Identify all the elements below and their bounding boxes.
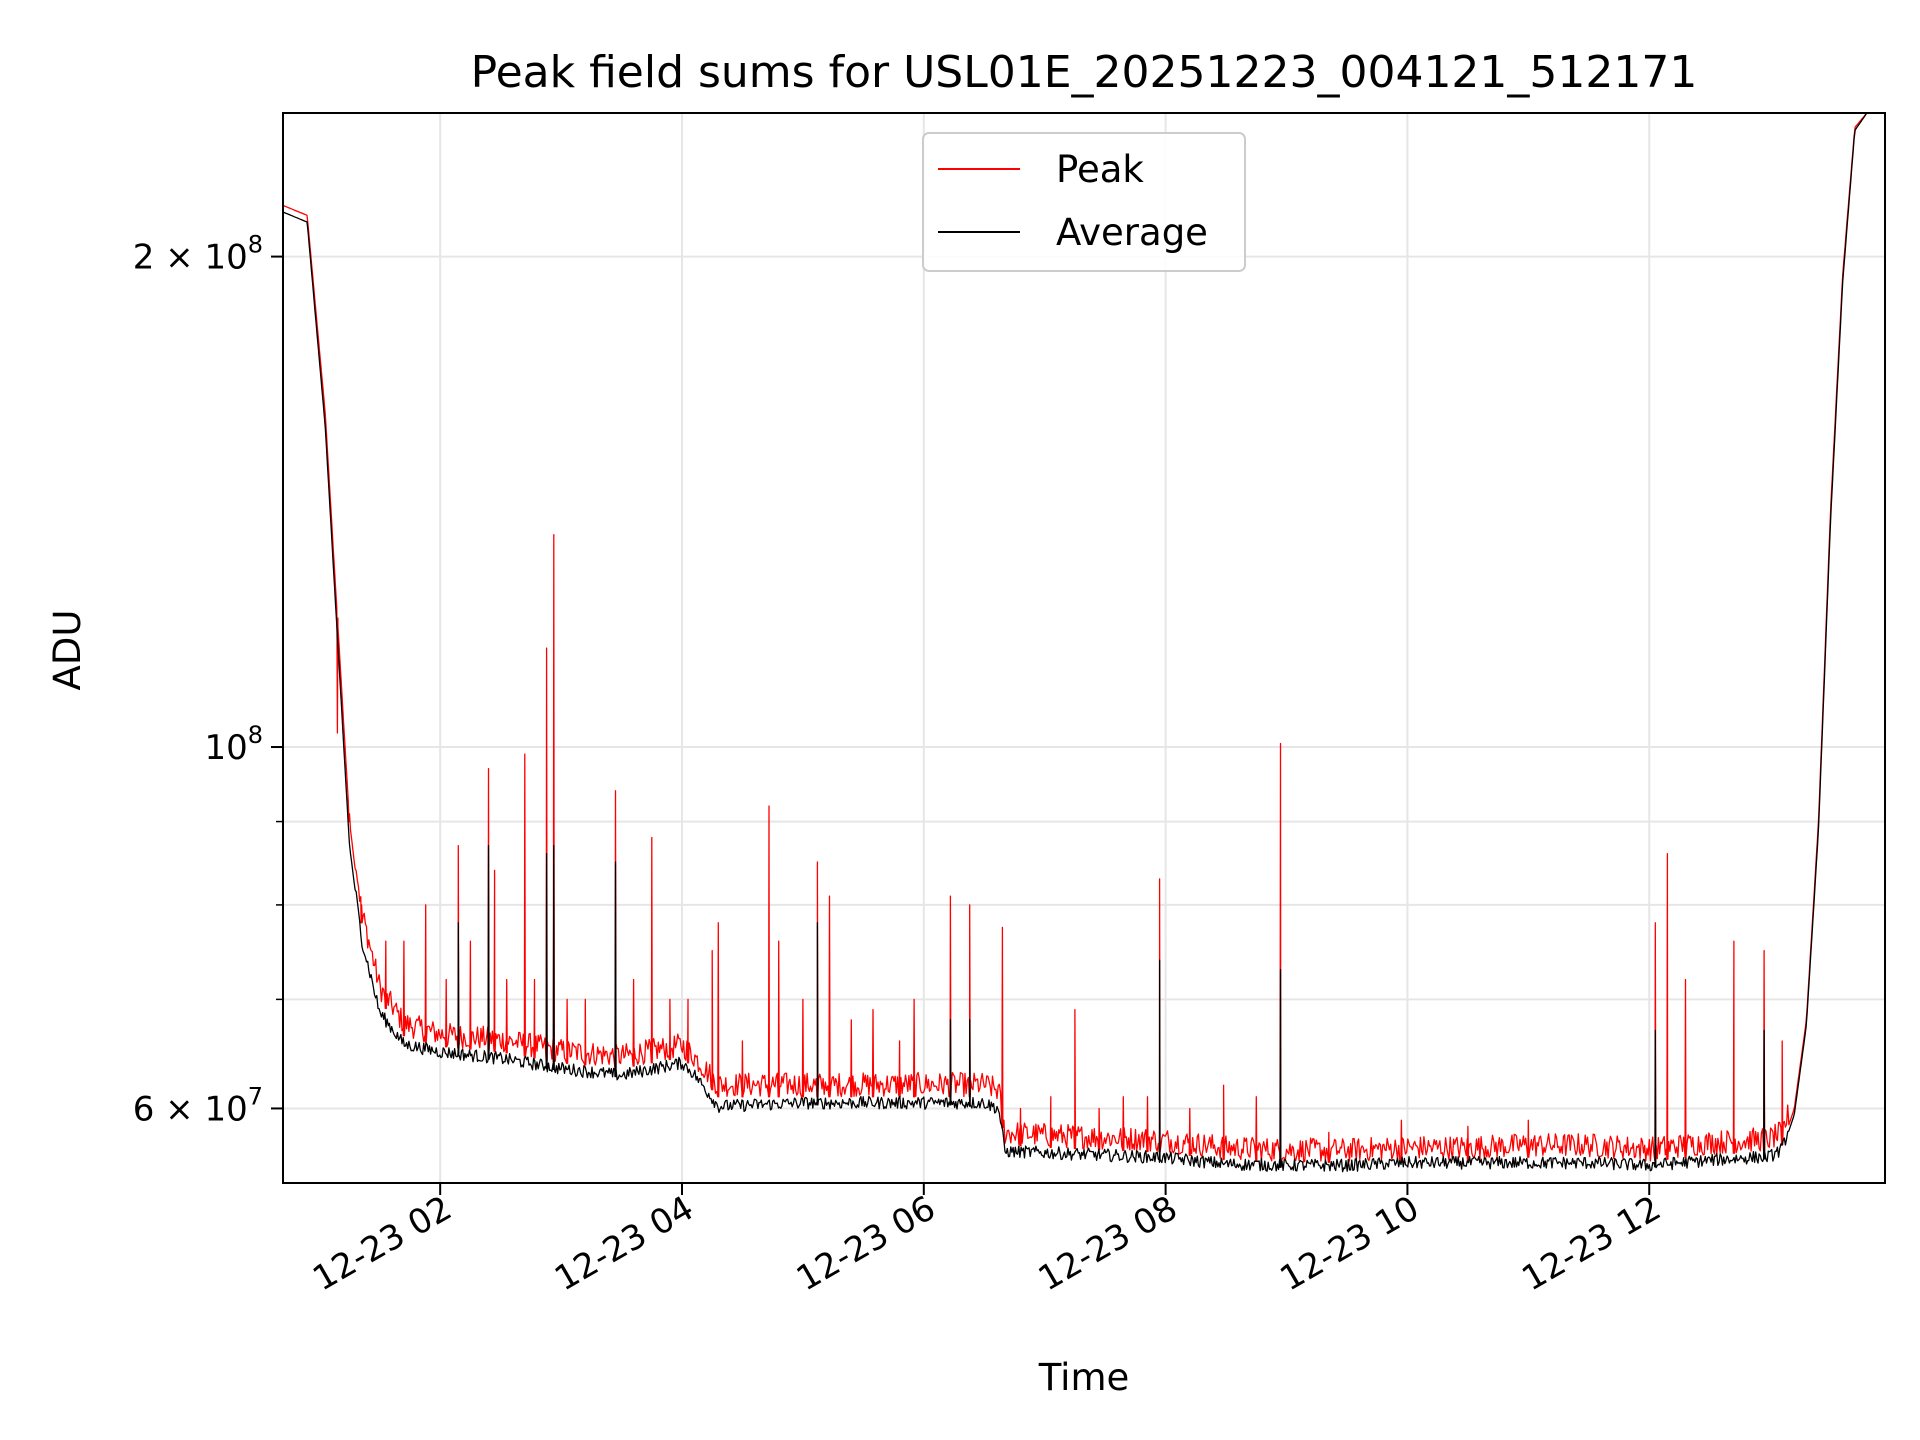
y-axis-label: ADU <box>46 610 89 691</box>
y-axis: 6 × 107 108 2 × 108 <box>133 231 283 1129</box>
y-tick-label: 6 × 107 <box>133 1082 263 1129</box>
plot-area <box>283 113 1885 1173</box>
legend-box <box>922 132 1246 272</box>
x-axis-label: Time <box>1038 1356 1130 1399</box>
series-line-average <box>283 113 1885 1173</box>
chart-title: Peak field sums for USL01E_20251223_0041… <box>471 47 1698 98</box>
axes-frame <box>282 112 1886 1184</box>
y-tick-label: 108 <box>204 721 263 768</box>
legend: Peak Average <box>922 132 1246 272</box>
legend-label-average: Average <box>1056 211 1208 254</box>
legend-label-peak: Peak <box>1056 148 1144 191</box>
series-line-peak <box>283 113 1885 1163</box>
y-tick-label: 2 × 108 <box>133 231 263 278</box>
